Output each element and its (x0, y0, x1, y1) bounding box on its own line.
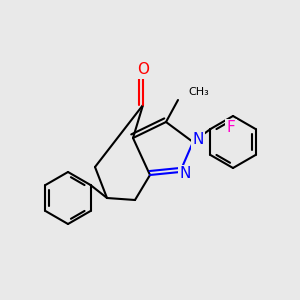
Text: O: O (137, 62, 149, 77)
Text: N: N (179, 167, 191, 182)
Text: N: N (192, 133, 204, 148)
Text: CH₃: CH₃ (188, 87, 209, 97)
Text: F: F (226, 121, 236, 136)
